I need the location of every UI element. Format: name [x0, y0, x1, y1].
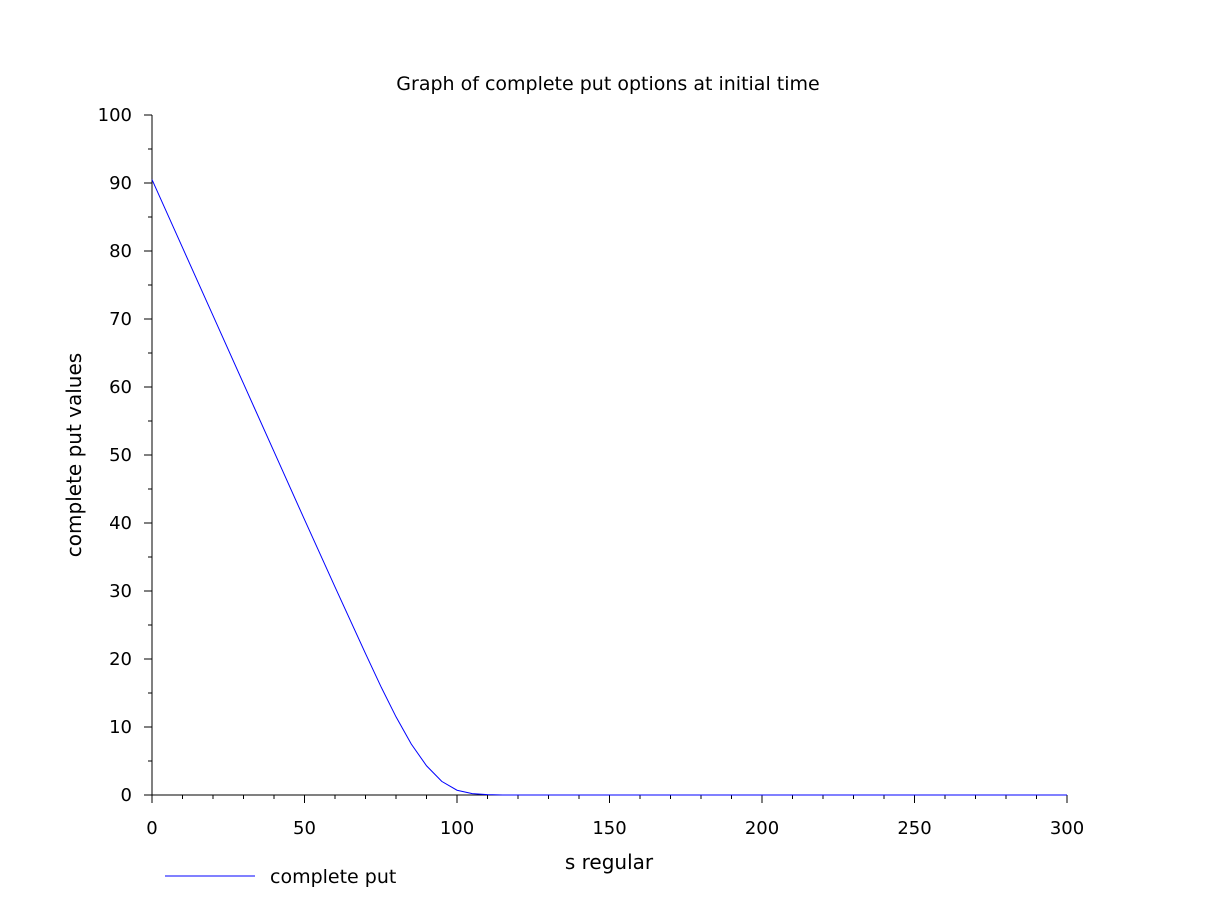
- y-tick-label: 100: [98, 105, 132, 126]
- y-tick-label: 90: [109, 173, 132, 194]
- series-line-complete-put: [152, 180, 1067, 795]
- x-tick-label: 200: [745, 818, 779, 839]
- x-tick-label: 100: [440, 818, 474, 839]
- y-tick-label: 20: [109, 649, 132, 670]
- y-tick-label: 40: [109, 513, 132, 534]
- x-ticks: 0 50 100 150 200 250 300: [146, 795, 1084, 839]
- chart-title: Graph of complete put options at initial…: [396, 73, 819, 95]
- x-tick-label: 50: [293, 818, 316, 839]
- y-tick-label: 0: [121, 785, 132, 806]
- series-group: [152, 180, 1067, 795]
- x-tick-label: 150: [592, 818, 626, 839]
- y-tick-label: 50: [109, 445, 132, 466]
- y-tick-label: 30: [109, 581, 132, 602]
- y-tick-label: 80: [109, 241, 132, 262]
- y-axis-label: complete put values: [62, 353, 86, 557]
- x-tick-label: 300: [1050, 818, 1084, 839]
- y-tick-label: 60: [109, 377, 132, 398]
- y-tick-label: 10: [109, 717, 132, 738]
- axes: [152, 115, 1067, 795]
- legend-label: complete put: [270, 866, 396, 888]
- x-axis-label: s regular: [565, 850, 654, 874]
- y-tick-label: 70: [109, 309, 132, 330]
- x-tick-label: 0: [146, 818, 157, 839]
- y-ticks: 0 10 20 30 40 50 60 70 80 90 100: [98, 105, 152, 806]
- x-tick-label: 250: [897, 818, 931, 839]
- legend: complete put: [165, 866, 396, 888]
